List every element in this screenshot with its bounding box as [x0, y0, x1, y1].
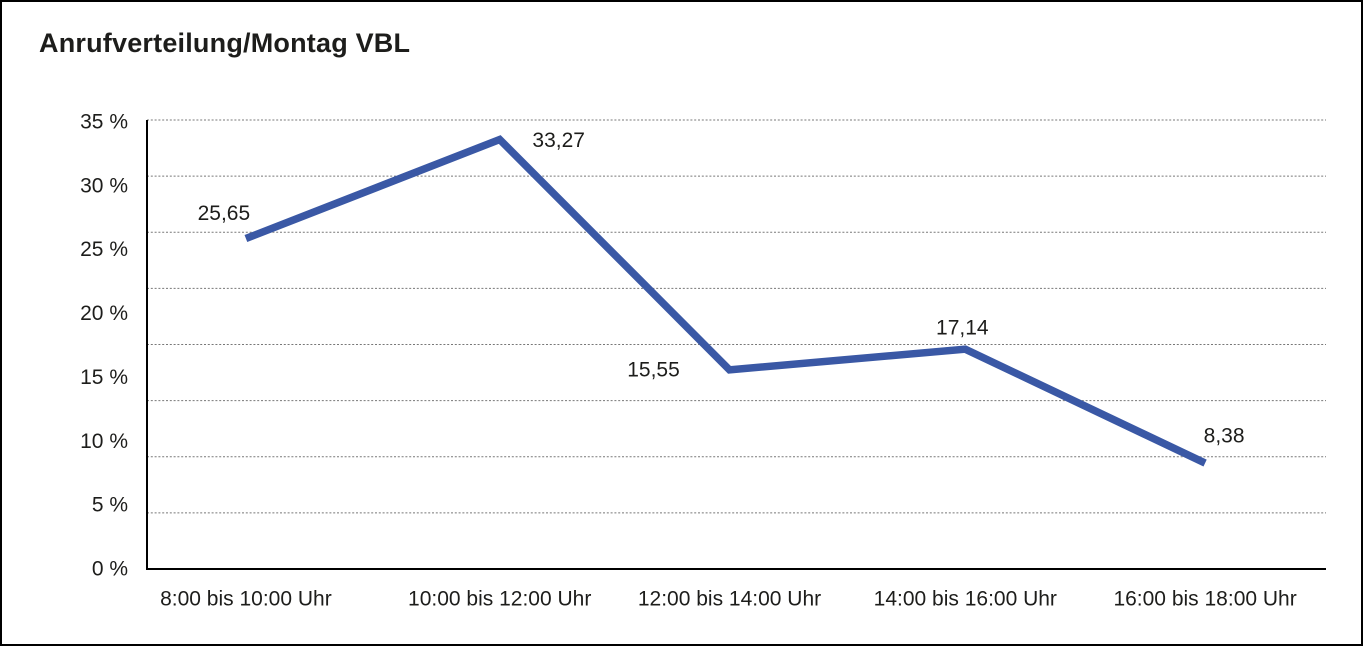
- data-point-label: 17,14: [936, 317, 989, 340]
- x-category-label: 14:00 bis 16:00 Uhr: [874, 588, 1057, 611]
- data-line: [244, 135, 1207, 467]
- y-tick-label: 10 %: [80, 430, 128, 453]
- x-category-label: 16:00 bis 18:00 Uhr: [1113, 588, 1296, 611]
- x-category-label: 12:00 bis 14:00 Uhr: [638, 588, 821, 611]
- data-point-label: 15,55: [627, 358, 680, 381]
- y-tick-label: 5 %: [92, 494, 128, 517]
- x-category-label: 10:00 bis 12:00 Uhr: [408, 588, 591, 611]
- data-point-label: 8,38: [1204, 425, 1245, 448]
- y-tick-label: 15 %: [80, 366, 128, 389]
- y-tick-label: 35 %: [80, 111, 128, 134]
- y-tick-label: 20 %: [80, 302, 128, 325]
- chart-title: Anrufverteilung/Montag VBL: [39, 28, 411, 58]
- data-point-label: 33,27: [532, 129, 585, 152]
- y-tick-label: 0 %: [92, 558, 128, 581]
- data-point-label: 25,65: [198, 202, 251, 225]
- x-category-label: 8:00 bis 10:00 Uhr: [160, 588, 332, 611]
- y-tick-label: 30 %: [80, 174, 128, 197]
- y-tick-label: 25 %: [80, 238, 128, 261]
